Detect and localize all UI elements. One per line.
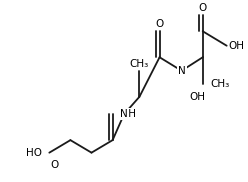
Text: OH: OH <box>189 92 205 102</box>
Text: CH₃: CH₃ <box>210 79 230 89</box>
Text: OH: OH <box>229 41 245 51</box>
Text: OH: OH <box>120 109 136 119</box>
Text: O: O <box>155 19 164 29</box>
Text: O: O <box>50 160 58 170</box>
Text: HO: HO <box>26 148 42 158</box>
Text: N: N <box>178 66 186 76</box>
Text: O: O <box>199 3 207 13</box>
Text: N: N <box>120 109 128 119</box>
Text: CH₃: CH₃ <box>130 59 149 69</box>
